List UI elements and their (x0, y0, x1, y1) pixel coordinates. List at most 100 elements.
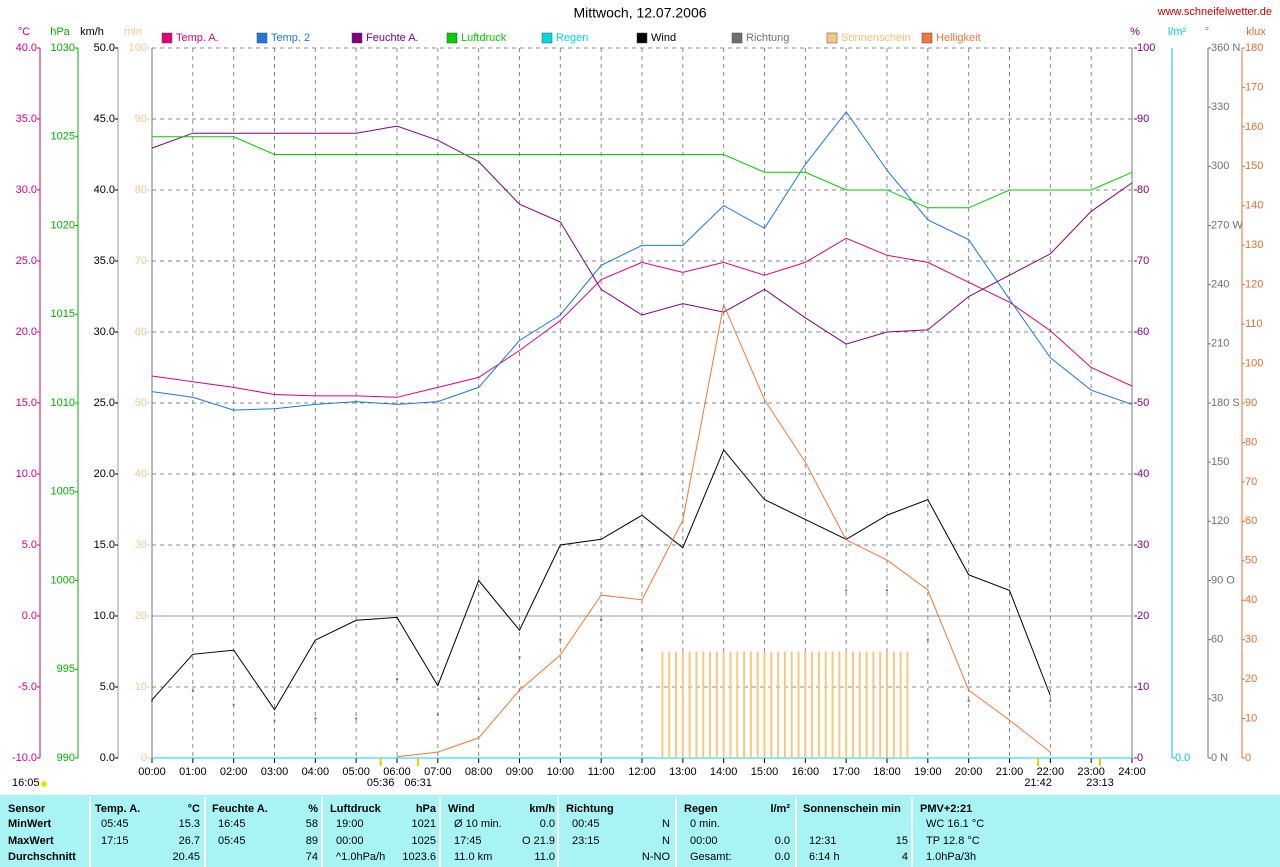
chart-title: Mittwoch, 12.07.2006 (573, 5, 706, 21)
direction-dot (967, 699, 970, 702)
y-tick-label: 120 (1245, 279, 1263, 291)
legend-swatch (921, 32, 933, 44)
x-tick-label: 10:00 (547, 766, 575, 778)
y-tick-label: 100 (1245, 357, 1263, 369)
table-cell: 00:00 (336, 835, 364, 847)
legend-label: Richtung (746, 32, 789, 44)
y-tick-label: 60 (1137, 326, 1149, 338)
y-tick-label: 70 (1245, 476, 1257, 488)
legend-swatch (636, 32, 648, 44)
x-tick-label: 04:00 (302, 766, 330, 778)
y-tick-label: 60 (1211, 634, 1223, 646)
series-line (396, 303, 1051, 758)
legend-label: Temp. A. (176, 32, 219, 44)
table-header-unit: % (308, 803, 318, 815)
direction-dot (191, 689, 194, 692)
direction-dot (641, 648, 643, 651)
y-tick-label: 30 (1137, 539, 1149, 551)
y-tick-label: 170 (1245, 81, 1263, 93)
axis-unit: ° (1205, 26, 1209, 38)
table-cell: 20.45 (172, 851, 200, 863)
y-tick-label: 120 (1211, 515, 1229, 527)
y-tick-label: 25.0 (94, 397, 115, 409)
y-tick-label: 0.0 (100, 752, 115, 764)
x-tick-label: 07:00 (424, 766, 452, 778)
y-tick-label: 0 (1245, 752, 1251, 764)
y-tick-label: 30 (1245, 634, 1257, 646)
y-tick-label: 70 (135, 255, 147, 267)
x-tick-label: 20:00 (955, 766, 983, 778)
table-header: Luftdruck (330, 803, 382, 815)
direction-dot (600, 618, 603, 621)
y-tick-label: 140 (1245, 200, 1263, 212)
table-header: Wind (448, 803, 475, 815)
y-tick-label: 40 (1137, 468, 1149, 480)
sun-time: 23:13 (1086, 777, 1114, 789)
table-header: Temp. A. (95, 803, 140, 815)
y-tick-label: 10 (1245, 712, 1257, 724)
direction-dot (1008, 689, 1011, 692)
y-tick-label: 35.0 (16, 113, 37, 125)
y-tick-label: 80 (1137, 184, 1149, 196)
series-line (151, 111, 1133, 411)
y-tick-label: 25.0 (16, 255, 37, 267)
table-cell: 6:14 h (809, 851, 840, 863)
y-tick-label: 0.0 (22, 610, 37, 622)
table-cell: 0.0 (775, 851, 790, 863)
y-tick-label: 130 (1245, 239, 1263, 251)
table-header: Sonnenschein min (803, 803, 901, 815)
x-tick-label: 15:00 (751, 766, 779, 778)
y-tick-label: 150 (1211, 456, 1229, 468)
y-tick-label: 1015 (51, 308, 75, 320)
x-tick-label: 02:00 (220, 766, 248, 778)
axis-unit: l/m² (1168, 26, 1187, 38)
legend-label: Sonnenschein (841, 32, 911, 44)
table-cell: 1023.6 (402, 851, 436, 863)
x-tick-label: 17:00 (832, 766, 860, 778)
legend-label: Luftdruck (461, 32, 507, 44)
legend-label: Regen (556, 32, 588, 44)
x-tick-label: 09:00 (506, 766, 534, 778)
y-tick-label: 40 (135, 468, 147, 480)
table-cell: 11.0 (534, 851, 555, 863)
y-tick-label: 15.0 (16, 397, 37, 409)
legend-swatch (256, 32, 268, 44)
table-header: Sensor (8, 803, 46, 815)
y-tick-label: 30 (135, 539, 147, 551)
y-tick-label: 995 (57, 663, 75, 675)
table-cell: 15.3 (179, 818, 200, 830)
x-tick-label: 06:00 (383, 766, 411, 778)
y-tick-label: 0.0 (1175, 752, 1190, 764)
y-tick-label: 150 (1245, 160, 1263, 172)
series-line (151, 125, 1133, 345)
y-tick-label: 35.0 (94, 255, 115, 267)
y-tick-label: 5.0 (22, 539, 37, 551)
legend-swatch (541, 32, 553, 44)
direction-dot (355, 717, 358, 720)
y-tick-label: 20 (1137, 610, 1149, 622)
direction-dot (436, 713, 439, 716)
y-tick-label: 50 (135, 397, 147, 409)
axis-unit: % (1130, 26, 1140, 38)
y-tick-label: 40.0 (16, 42, 37, 54)
y-tick-label: 20.0 (94, 468, 115, 480)
table-cell: 1021 (412, 818, 436, 830)
x-tick-label: 18:00 (873, 766, 901, 778)
y-tick-label: 0 (141, 752, 147, 764)
y-tick-label: 80 (1245, 436, 1257, 448)
axis-unit: hPa (50, 26, 70, 38)
table-cell: TP 12.8 °C (926, 835, 980, 847)
y-tick-label: 50 (1245, 555, 1257, 567)
y-tick-label: 30 (1211, 693, 1223, 705)
table-cell: MinWert (8, 818, 52, 830)
table-cell: 1.0hPa/3h (926, 851, 976, 863)
table-cell: 0.0 (775, 835, 790, 847)
y-tick-label: 40 (1245, 594, 1257, 606)
table-cell: 19:00 (336, 818, 364, 830)
table-cell: Durchschnitt (8, 851, 76, 863)
y-tick-label: 10.0 (16, 468, 37, 480)
axis-unit: klux (1246, 26, 1266, 38)
y-tick-label: 100 (129, 42, 147, 54)
x-tick-label: 23:00 (1077, 766, 1105, 778)
